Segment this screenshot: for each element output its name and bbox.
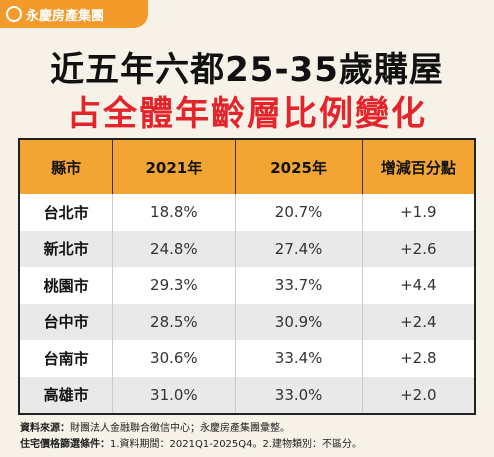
table-row: 台中市 28.5% 30.9% +2.4 <box>18 303 475 340</box>
header-cell: 增減百分點 <box>361 139 475 194</box>
value-cell: 18.8% <box>112 194 236 231</box>
value-cell: 33.4% <box>234 340 363 377</box>
value-cell: +2.4 <box>361 303 475 340</box>
value-cell: 33.0% <box>234 376 363 414</box>
table-body: 台北市 18.8% 20.7% +1.9 新北市 24.8% 27.4% +2.6 桃園市 29.… <box>18 194 475 414</box>
title-line-1: 近五年六都25-35歲購屋 <box>50 50 444 90</box>
source-label: 資料來源： <box>20 423 70 434</box>
city-cell: 台南市 <box>18 340 113 377</box>
value-cell: +2.0 <box>361 376 475 414</box>
table-row: 高雄市 31.0% 33.0% +2.0 <box>18 376 475 414</box>
value-cell: 31.0% <box>112 376 236 414</box>
value-cell: 28.5% <box>112 303 236 340</box>
value-cell: +1.9 <box>361 194 475 231</box>
table-row: 桃園市 29.3% 33.7% +4.4 <box>18 267 475 304</box>
title-line-2: 占全體年齡層比例變化 <box>67 94 427 134</box>
city-cell: 新北市 <box>18 230 113 267</box>
logo-text: 永慶房產集團 <box>26 8 105 24</box>
city-cell: 台北市 <box>18 194 113 231</box>
data-table: 縣市 2021年 2025年 增減百分點 台北市 18.8% 20.7% +1.9 新北市 24… <box>18 138 476 415</box>
value-cell: 24.8% <box>112 230 236 267</box>
table-row: 新北市 24.8% 27.4% +2.6 <box>18 230 475 267</box>
criteria-note: 住宅價格篩選條件：1.資料期間：2021Q1-2025Q4。2.建物類別：不區分… <box>20 435 362 450</box>
logo-icon <box>6 6 22 22</box>
value-cell: 30.9% <box>234 303 363 340</box>
source-text: 財團法人金融聯合徵信中心；永慶房產集團彙整。 <box>70 423 290 434</box>
city-cell: 高雄市 <box>18 376 113 414</box>
value-cell: 27.4% <box>234 230 363 267</box>
city-cell: 台中市 <box>18 303 113 340</box>
value-cell: 20.7% <box>234 194 363 231</box>
logo: 永慶房產集團 <box>0 0 148 28</box>
criteria-label: 住宅價格篩選條件： <box>20 439 110 450</box>
value-cell: +2.8 <box>361 340 475 377</box>
value-cell: 30.6% <box>112 340 236 377</box>
source-note: 資料來源：財團法人金融聯合徵信中心；永慶房產集團彙整。 <box>20 419 290 434</box>
table-row: 台北市 18.8% 20.7% +1.9 <box>18 194 475 231</box>
value-cell: +2.6 <box>361 230 475 267</box>
header-cell: 2025年 <box>234 139 363 194</box>
value-cell: +4.4 <box>361 267 475 304</box>
value-cell: 29.3% <box>112 267 236 304</box>
header-cell: 2021年 <box>112 139 236 194</box>
table-row: 台南市 30.6% 33.4% +2.8 <box>18 340 475 377</box>
header-row: 縣市 2021年 2025年 增減百分點 <box>18 139 475 194</box>
header-cell: 縣市 <box>18 139 113 194</box>
value-cell: 33.7% <box>234 267 363 304</box>
criteria-text: 1.資料期間：2021Q1-2025Q4。2.建物類別：不區分。 <box>110 439 363 450</box>
city-cell: 桃園市 <box>18 267 113 304</box>
